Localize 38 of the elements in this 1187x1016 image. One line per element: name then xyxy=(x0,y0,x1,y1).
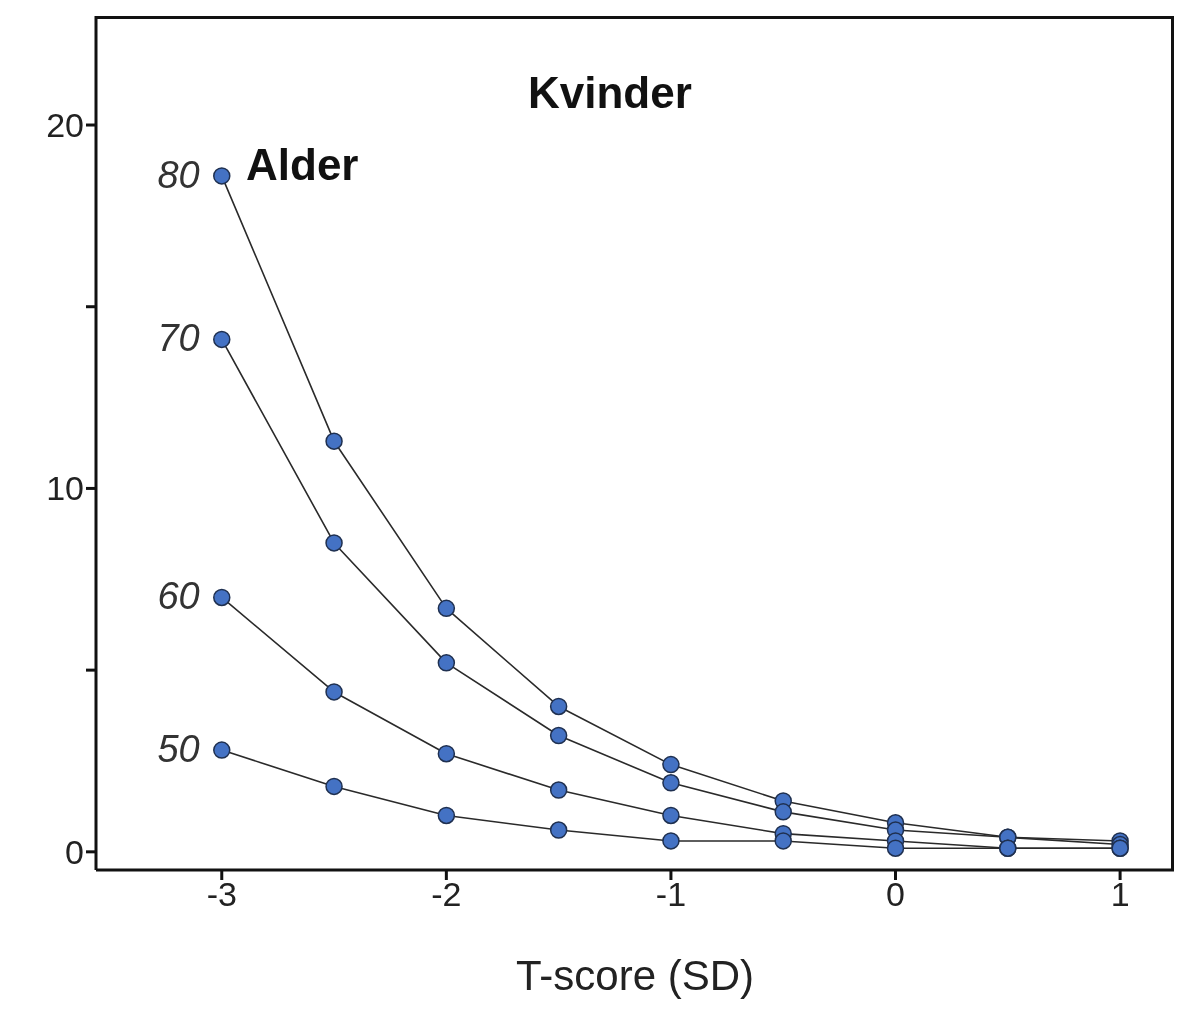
point xyxy=(213,588,231,607)
text: Kvinder xyxy=(528,68,692,118)
point xyxy=(437,744,456,763)
point xyxy=(662,755,680,774)
point xyxy=(325,683,343,701)
point xyxy=(662,806,680,825)
x-tick-label: -3 xyxy=(206,875,237,914)
y-tick-label: 20 xyxy=(46,106,84,145)
point xyxy=(213,741,231,759)
point xyxy=(549,697,568,716)
point xyxy=(662,774,680,792)
x-tick-label: -1 xyxy=(655,875,687,914)
y-tick-label: 10 xyxy=(46,469,84,508)
point xyxy=(437,599,456,618)
series-label: 50 xyxy=(157,728,200,771)
point xyxy=(325,534,343,552)
point xyxy=(549,726,568,745)
series-label: 70 xyxy=(157,317,200,360)
point xyxy=(662,832,680,850)
point xyxy=(774,832,792,850)
point xyxy=(437,806,456,825)
point xyxy=(549,821,568,839)
series-label: 80 xyxy=(157,153,200,196)
x-tick-label: -2 xyxy=(431,875,462,914)
annotation: Alder xyxy=(246,140,359,190)
point xyxy=(325,432,343,450)
x-tick-label: 1 xyxy=(1110,875,1130,914)
point xyxy=(886,839,905,857)
point xyxy=(437,654,456,672)
point xyxy=(213,330,231,349)
point xyxy=(774,803,792,821)
point xyxy=(325,777,343,796)
series-label: 60 xyxy=(157,575,200,618)
y-tick-label: 0 xyxy=(65,832,84,871)
point xyxy=(213,167,231,185)
x-tick-label: 0 xyxy=(886,875,905,914)
point xyxy=(549,781,568,799)
x-axis-title: T-score (SD) xyxy=(515,952,755,999)
